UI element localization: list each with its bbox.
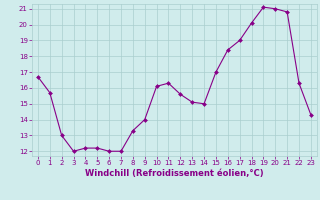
X-axis label: Windchill (Refroidissement éolien,°C): Windchill (Refroidissement éolien,°C): [85, 169, 264, 178]
